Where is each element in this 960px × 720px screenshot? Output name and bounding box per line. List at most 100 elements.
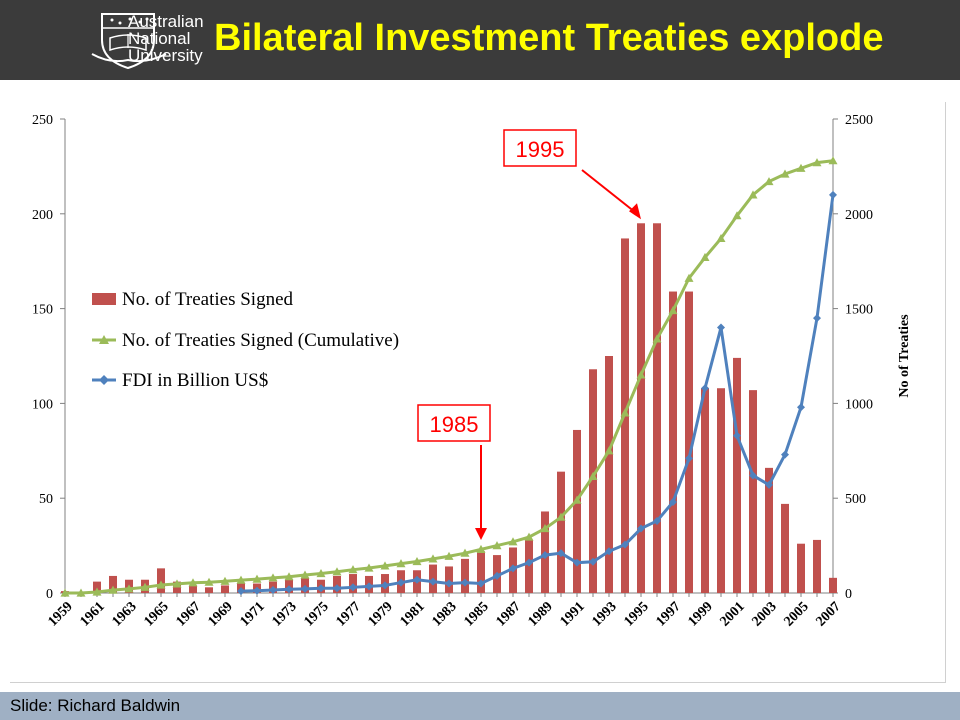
fdi-point — [781, 450, 789, 459]
cumulative-point — [572, 495, 582, 504]
x-tick-label: 1971 — [237, 599, 267, 629]
treaty-bar — [813, 539, 821, 593]
cumulative-point — [300, 570, 310, 579]
treaty-bar — [205, 587, 213, 593]
cumulative-point — [188, 578, 198, 587]
cumulative-point — [764, 177, 774, 186]
fdi-point — [557, 549, 565, 558]
fdi-point — [365, 582, 373, 591]
annotation-arrowhead-1995 — [629, 203, 641, 220]
cumulative-point — [732, 211, 742, 220]
x-tick-label: 1977 — [333, 599, 363, 629]
logo-line: National — [128, 29, 191, 48]
fdi-point — [733, 431, 741, 440]
fdi-point — [461, 578, 469, 587]
treaty-bar — [221, 585, 229, 593]
cumulative-point — [236, 575, 246, 584]
right-tick-label: 0 — [845, 587, 852, 602]
fdi-point — [493, 571, 501, 580]
logo-line: Australian — [128, 12, 204, 31]
cumulative-point — [396, 559, 406, 568]
treaty-bar — [557, 471, 565, 593]
fdi-point — [829, 190, 837, 199]
x-tick-label: 1975 — [301, 599, 331, 629]
fdi-point — [445, 579, 453, 588]
cumulative-point — [684, 273, 694, 282]
cumulative-point — [652, 334, 662, 343]
cumulative-point — [92, 587, 102, 596]
fdi-point — [653, 516, 661, 525]
cumulative-point — [108, 585, 118, 594]
x-tick-label: 1969 — [205, 599, 235, 629]
cumulative-point — [460, 548, 470, 557]
x-tick-label: 1997 — [653, 599, 683, 629]
fdi-point — [621, 540, 629, 549]
fdi-point — [765, 480, 773, 489]
treaty-bar — [461, 558, 469, 593]
treaty-bar — [637, 223, 645, 593]
cumulative-point — [700, 252, 710, 262]
cumulative-point — [556, 512, 566, 521]
treaty-bar — [573, 429, 581, 593]
x-tick-label: 1967 — [173, 599, 203, 629]
cumulative-point — [172, 579, 182, 588]
fdi-point — [477, 579, 485, 588]
cumulative-point — [668, 305, 678, 315]
treaty-bar — [797, 543, 805, 593]
x-tick-label: 1973 — [269, 599, 299, 629]
cumulative-point — [524, 532, 534, 541]
treaty-bar — [685, 291, 693, 593]
x-tick-label: 1993 — [589, 599, 619, 629]
left-tick-label: 250 — [32, 113, 53, 128]
slide-title: Bilateral Investment Treaties explode — [214, 17, 884, 59]
left-tick-label: 150 — [32, 303, 53, 318]
left-tick-label: 0 — [46, 587, 53, 602]
x-tick-label: 1991 — [557, 599, 587, 629]
fdi-point — [397, 578, 405, 587]
cumulative-point — [252, 574, 262, 583]
cumulative-point — [364, 563, 374, 572]
right-tick-label: 2000 — [845, 208, 873, 223]
treaty-bar — [829, 577, 837, 593]
right-tick-label: 500 — [845, 492, 866, 507]
cumulative-point — [812, 158, 822, 167]
x-tick-label: 2005 — [781, 599, 811, 629]
fdi-point — [509, 564, 517, 573]
fdi-point — [301, 584, 309, 593]
x-tick-label: 2001 — [717, 599, 747, 629]
fdi-point — [589, 557, 597, 566]
fdi-point — [349, 583, 357, 592]
x-tick-label: 1961 — [77, 599, 107, 629]
fdi-point — [685, 454, 693, 463]
fdi-point — [701, 384, 709, 393]
fdi-point — [541, 551, 549, 560]
treaty-bar — [781, 503, 789, 593]
cumulative-point — [796, 163, 806, 172]
treaty-bar — [733, 357, 741, 593]
cumulative-point — [268, 573, 278, 582]
annotation-box-1985 — [417, 404, 491, 442]
fdi-point — [285, 585, 293, 594]
fdi-point — [749, 471, 757, 480]
x-tick-label: 1981 — [397, 599, 427, 629]
treaty-bar — [189, 585, 197, 593]
left-tick-label: 100 — [32, 397, 53, 412]
fdi-point — [605, 547, 613, 556]
treaty-bar — [653, 223, 661, 593]
cumulative-point — [140, 582, 150, 591]
cumulative-point — [476, 544, 486, 553]
slide-credit: Slide: Richard Baldwin — [10, 696, 181, 715]
cumulative-point — [604, 446, 614, 455]
fdi-point — [813, 314, 821, 323]
cumulative-point — [780, 169, 790, 178]
logo-line: University — [128, 46, 203, 65]
cumulative-point — [716, 233, 726, 243]
legend-marker-fdi — [99, 375, 109, 385]
cumulative-point — [316, 568, 326, 578]
anu-crest-icon — [91, 13, 167, 70]
x-tick-label: 1959 — [45, 599, 75, 629]
left-tick-label: 50 — [39, 492, 53, 507]
cumulative-point — [636, 370, 646, 379]
fdi-point — [333, 584, 341, 593]
fdi-point — [317, 584, 325, 593]
